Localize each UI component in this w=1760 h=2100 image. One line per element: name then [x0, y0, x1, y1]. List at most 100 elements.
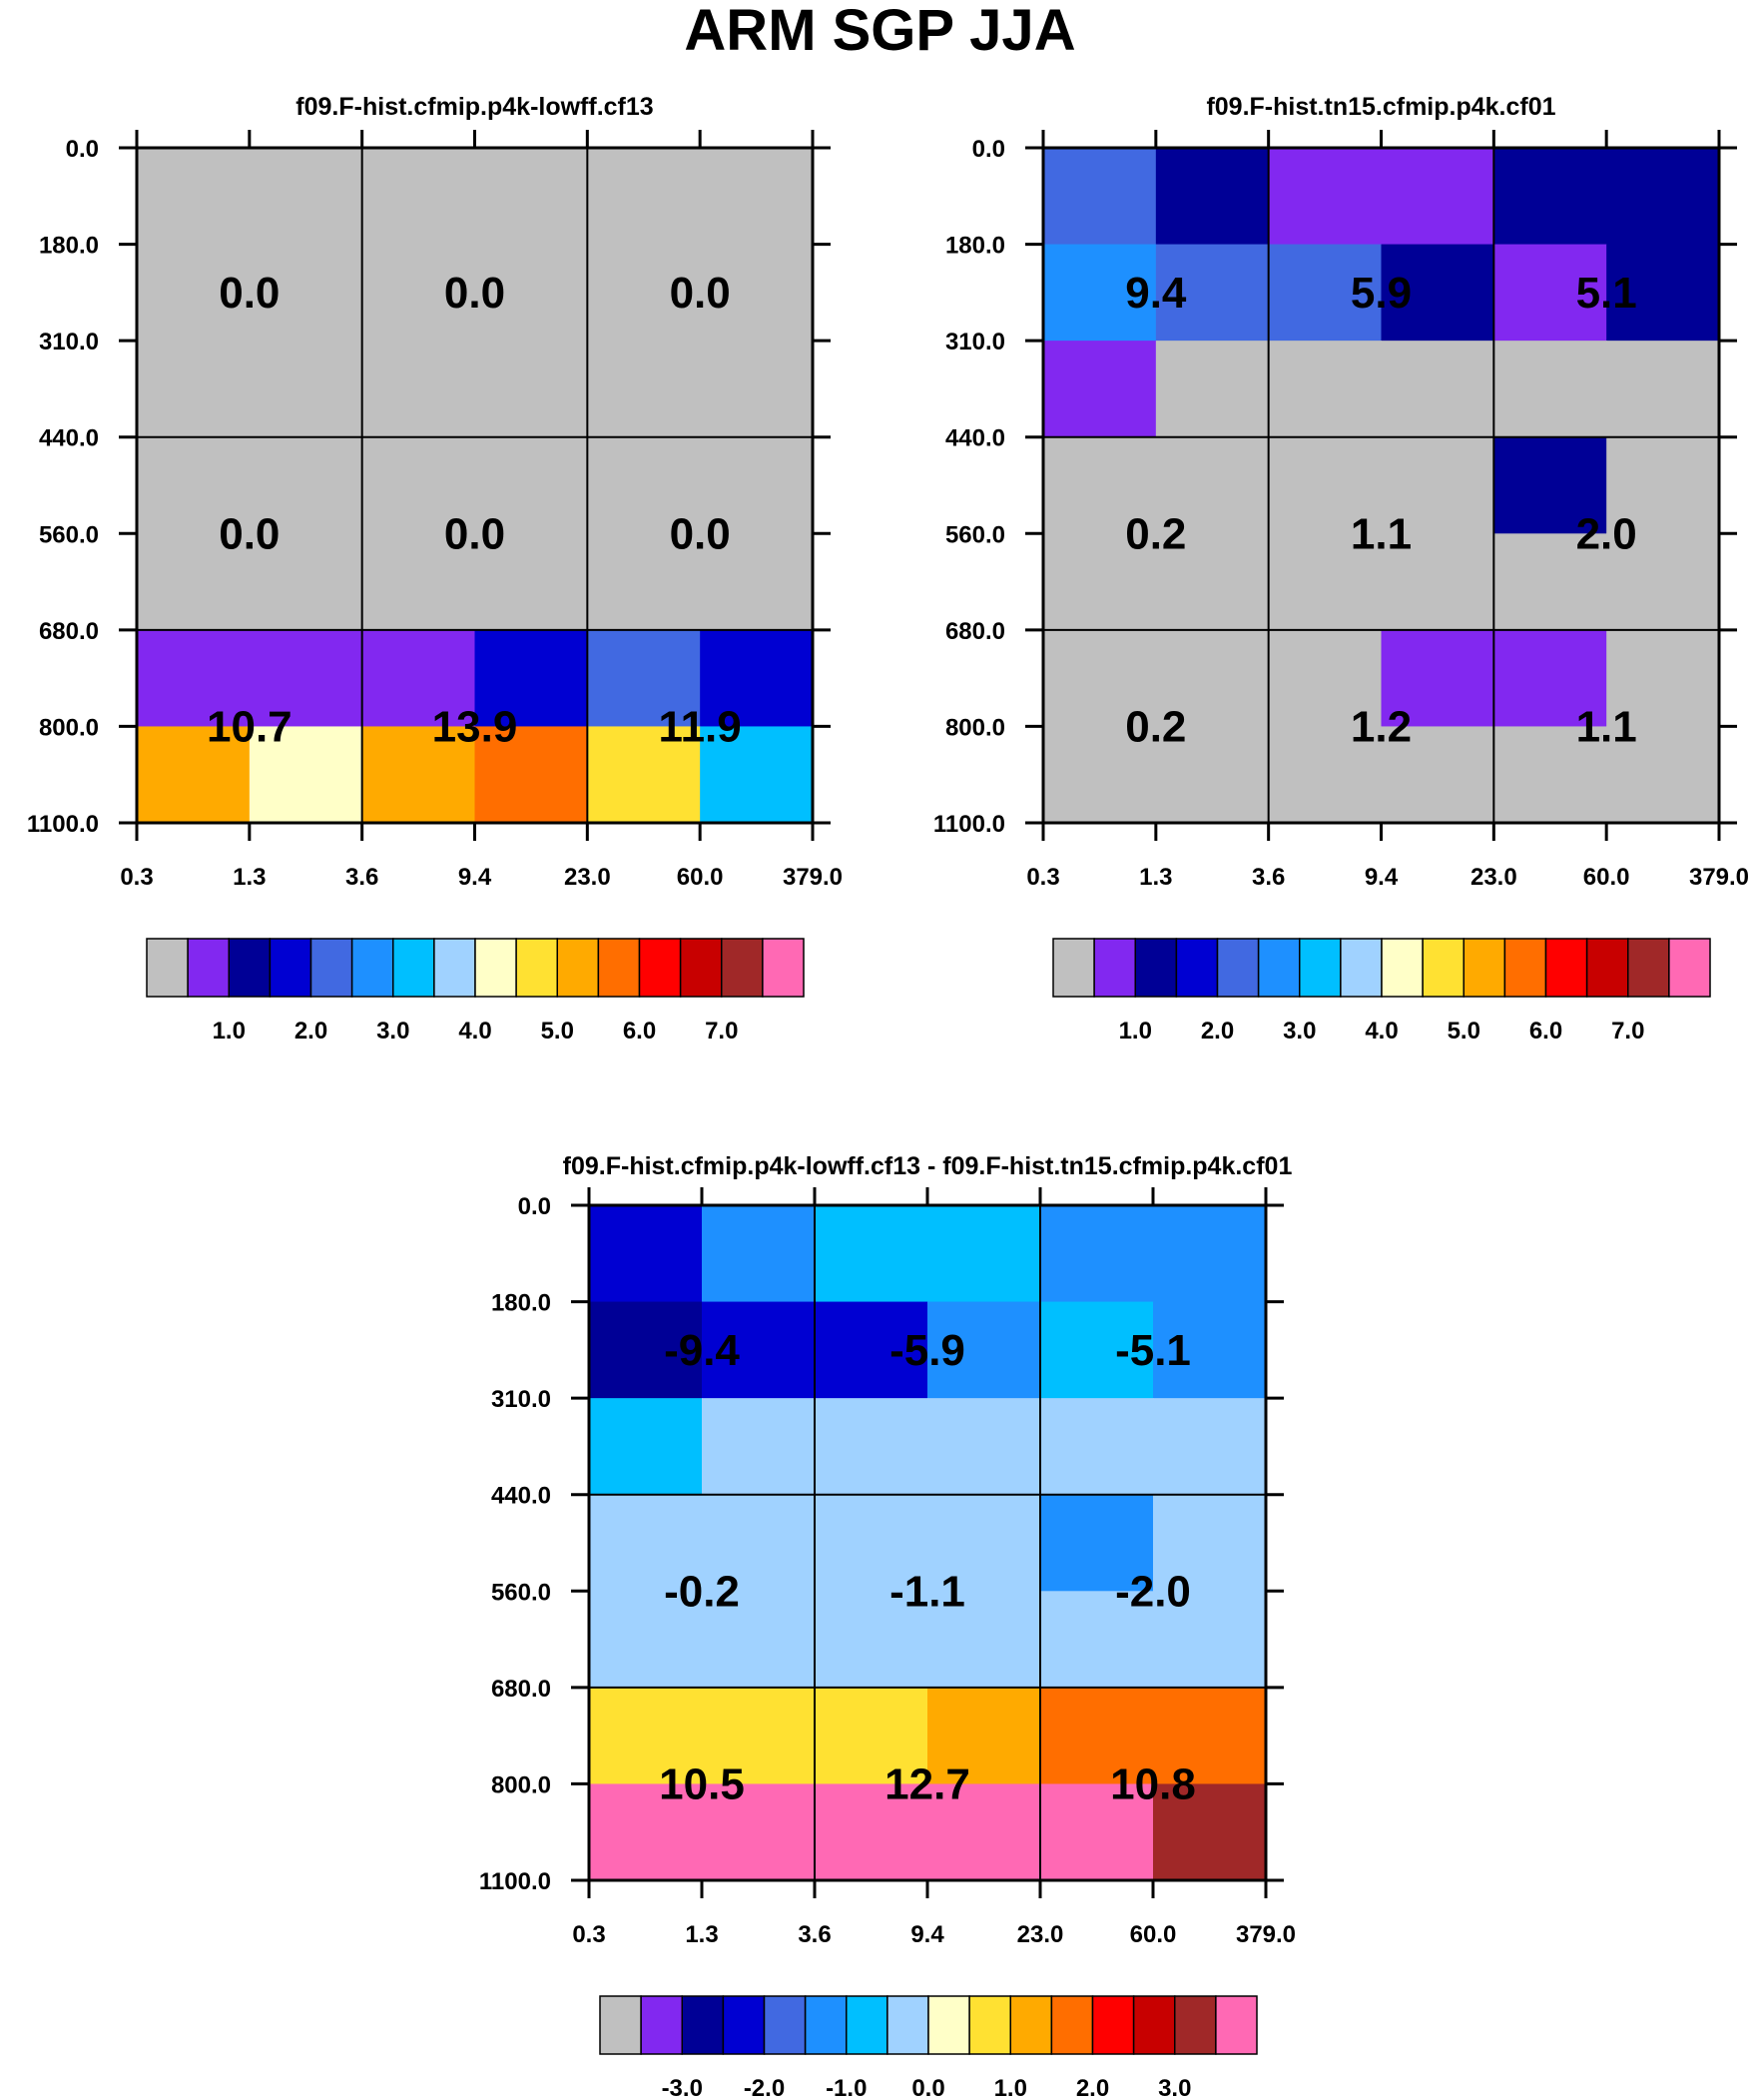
legend-tick-label: 1.0	[213, 1018, 246, 1045]
legend-swatch	[721, 938, 764, 998]
legend-tick-label: 2.0	[294, 1018, 327, 1045]
value-label: 0.0	[444, 509, 505, 558]
legend-swatch	[556, 938, 600, 998]
heatmap-cell	[1606, 726, 1720, 824]
heatmap-cell	[249, 244, 363, 342]
legend-tick-label: 2.0	[1201, 1018, 1234, 1045]
legend-tick-label: 4.0	[1365, 1018, 1398, 1045]
heatmap-cell	[474, 726, 588, 824]
heatmap-cell	[587, 244, 701, 342]
legend-swatch	[350, 938, 394, 998]
heatmap-cell	[137, 148, 251, 246]
heatmap-cell	[1043, 341, 1157, 438]
heatmap-cell	[927, 1783, 1041, 1881]
heatmap-cell	[474, 244, 588, 342]
heatmap-panel-1: 0.0 180.0 310.0 440.0 560.0 680.0 800.0 1100.0 0…	[27, 93, 843, 1045]
heatmap-cell	[700, 533, 814, 631]
y-tick-label: 0.0	[66, 136, 99, 163]
heatmap-cell	[1040, 1205, 1154, 1303]
heatmap-cell	[700, 629, 814, 728]
y-tick-label: 1100.0	[27, 811, 99, 838]
x-tick-label: 1.3	[1139, 864, 1172, 891]
legend-tick-label: 6.0	[623, 1018, 656, 1045]
heatmap-cell	[1493, 629, 1607, 728]
legend-swatch	[1174, 1995, 1217, 2055]
y-tick-label: 800.0	[39, 714, 99, 741]
value-label: 0.2	[1125, 702, 1186, 751]
x-tick-label: 23.0	[1017, 1921, 1064, 1948]
legend-swatch	[474, 938, 517, 998]
heatmap-cell	[249, 533, 363, 631]
heatmap-cell	[700, 341, 814, 438]
heatmap-cell	[1155, 629, 1270, 728]
value-label: 0.0	[444, 269, 505, 318]
x-tick-label: 3.6	[1252, 864, 1285, 891]
legend-tick-label: 2.0	[1076, 2075, 1109, 2100]
legend-swatch	[1093, 938, 1137, 998]
heatmap-cell	[1381, 726, 1494, 824]
heatmap-cell	[1493, 148, 1607, 246]
heatmap-cell	[361, 148, 476, 246]
y-tick-label: 800.0	[945, 714, 1005, 741]
y-tick-label: 440.0	[491, 1483, 551, 1510]
heatmap-cell	[1493, 436, 1607, 534]
legend-swatch	[515, 938, 559, 998]
legend-tick-label: 7.0	[705, 1018, 738, 1045]
y-tick-label: 680.0	[491, 1676, 551, 1703]
heatmap-cell	[1153, 1205, 1267, 1303]
y-tick-label: 440.0	[39, 425, 99, 452]
heatmap-cell	[1153, 1687, 1267, 1785]
value-label: 10.8	[1110, 1759, 1196, 1808]
value-label: 10.7	[207, 702, 293, 751]
y-tick-label: 180.0	[945, 233, 1005, 260]
heatmap-cell	[927, 1687, 1041, 1785]
legend-swatch	[1381, 938, 1424, 998]
heatmap-cell	[1153, 1591, 1267, 1689]
value-label: 1.1	[1576, 702, 1637, 751]
value-label: 1.1	[1351, 509, 1412, 558]
heatmap-cell	[474, 629, 588, 728]
heatmap-cell	[1040, 1591, 1154, 1689]
y-tick-label: 0.0	[972, 136, 1005, 163]
heatmap-cell	[702, 1205, 816, 1303]
legend-swatch	[1422, 938, 1466, 998]
heatmap-cell	[927, 1301, 1041, 1399]
value-label: 0.0	[670, 509, 731, 558]
y-tick-label: 800.0	[491, 1771, 551, 1798]
heatmap-cell	[702, 1494, 816, 1592]
value-label: 2.0	[1576, 509, 1637, 558]
value-label: -5.9	[889, 1326, 965, 1375]
heatmap-cell	[249, 148, 363, 246]
x-tick-label: 23.0	[1470, 864, 1517, 891]
heatmap-cell	[1155, 436, 1270, 534]
heatmap-cell	[587, 629, 701, 728]
x-tick-label: 1.3	[685, 1921, 718, 1948]
legend-tick-label: 3.0	[376, 1018, 409, 1045]
heatmap-cell	[1153, 1301, 1267, 1399]
value-label: 13.9	[432, 702, 518, 751]
legend-swatch	[1299, 938, 1342, 998]
legend-swatch	[1585, 938, 1629, 998]
heatmap-cell	[1606, 341, 1720, 438]
heatmap-cell	[1040, 1687, 1154, 1785]
heatmap-cell	[1155, 244, 1270, 342]
legend-swatch	[640, 1995, 684, 2055]
heatmap-cell	[1493, 244, 1607, 342]
legend-tick-label: 4.0	[458, 1018, 491, 1045]
value-label: 11.9	[659, 702, 742, 751]
legend-tick-label: 5.0	[1448, 1018, 1480, 1045]
heatmap-cell	[1493, 533, 1607, 631]
heatmap-cell	[1040, 1494, 1154, 1592]
heatmap-cell	[474, 533, 588, 631]
heatmap-cell	[1493, 341, 1607, 438]
legend-swatch	[679, 938, 723, 998]
heatmap-cell	[1155, 533, 1270, 631]
legend-tick-label: -3.0	[662, 2075, 703, 2100]
heatmap-cell	[927, 1494, 1041, 1592]
value-label: 5.9	[1351, 269, 1412, 318]
value-label: -1.1	[889, 1567, 965, 1616]
value-label: 0.2	[1125, 509, 1186, 558]
heatmap-cell	[474, 436, 588, 534]
heatmap-cell	[815, 1398, 928, 1496]
legend-swatch	[1668, 938, 1711, 998]
